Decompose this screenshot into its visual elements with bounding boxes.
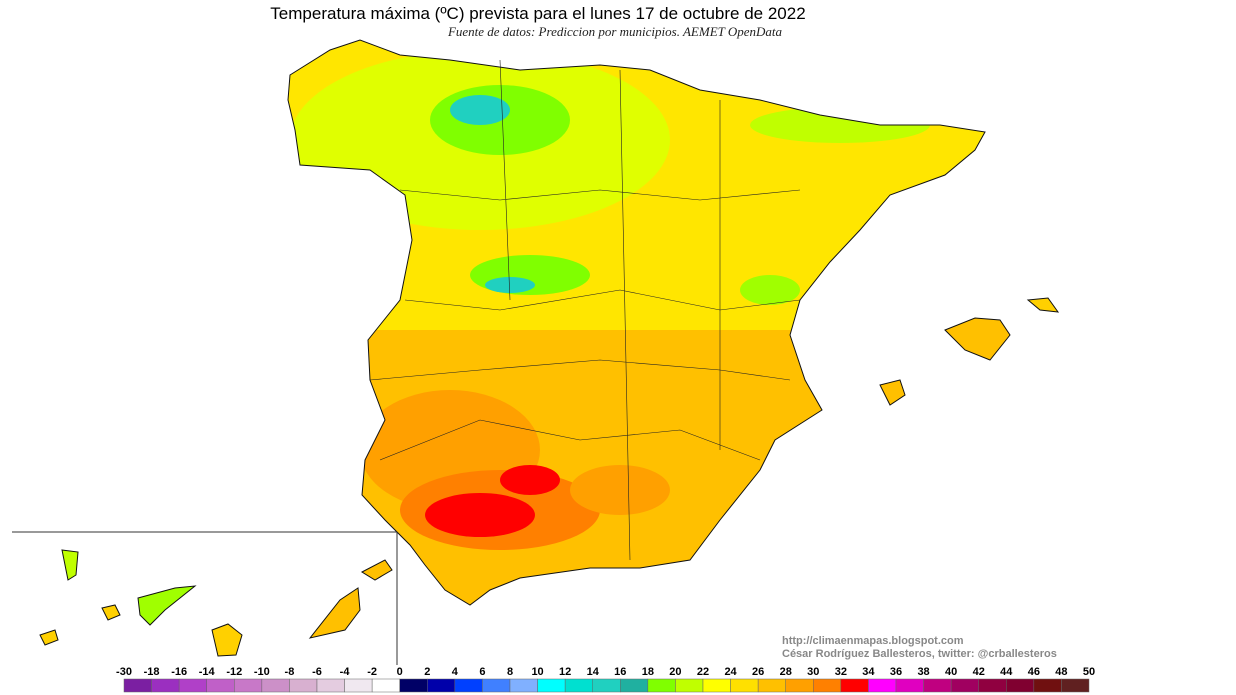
- legend-tick-label: 8: [507, 666, 513, 678]
- legend-swatch: [895, 678, 924, 693]
- legend-tick-label: 28: [780, 666, 792, 678]
- credit-url: http://climaenmapas.blogspot.com: [782, 635, 964, 647]
- legend-swatch: [1033, 678, 1062, 693]
- legend-swatch: [785, 678, 814, 693]
- legend-swatch: [647, 678, 676, 693]
- legend-swatch: [261, 678, 290, 693]
- legend-tick-label: 26: [752, 666, 764, 678]
- legend-tick-label: 30: [807, 666, 819, 678]
- legend-tick-label: 16: [614, 666, 626, 678]
- color-legend: -30 -18 -16 -14 -12 -10 -8 -6 -4 -2 0 2 4 6 8 10 12 14 16 1…: [116, 666, 1095, 693]
- legend-swatch: [537, 678, 566, 693]
- legend-swatch: [675, 678, 704, 693]
- legend-tick-label: -10: [254, 666, 270, 678]
- legend-tick-label: -6: [312, 666, 322, 678]
- legend-swatch: [371, 678, 400, 693]
- legend-tick-label: 36: [890, 666, 902, 678]
- legend-swatch: [702, 678, 731, 693]
- legend-tick-label: -8: [285, 666, 295, 678]
- legend-swatch: [399, 678, 428, 693]
- canary-inset: [12, 531, 398, 665]
- legend-swatch: [289, 678, 318, 693]
- legend-tick-label: 20: [669, 666, 681, 678]
- legend-swatch: [316, 678, 345, 693]
- legend-swatch: [178, 678, 207, 693]
- legend-tick-label: 38: [917, 666, 929, 678]
- legend-swatch: [123, 678, 152, 693]
- legend-swatch: [427, 678, 456, 693]
- legend-tick-label: -30: [116, 666, 132, 678]
- legend-tick-label: 0: [397, 666, 403, 678]
- legend-tick-label: 14: [587, 666, 600, 678]
- legend-swatch: [757, 678, 786, 693]
- legend-tick-label: 22: [697, 666, 709, 678]
- legend-tick-label: -4: [340, 666, 351, 678]
- legend-swatch: [950, 678, 979, 693]
- legend-tick-label: 10: [531, 666, 543, 678]
- legend-tick-label: 32: [835, 666, 847, 678]
- legend-tick-label: 4: [452, 666, 459, 678]
- legend-swatch: [344, 678, 373, 693]
- legend-swatch: [730, 678, 759, 693]
- legend-swatch: [454, 678, 483, 693]
- legend-swatch: [923, 678, 952, 693]
- legend-tick-label: -12: [226, 666, 242, 678]
- legend-swatch: [592, 678, 621, 693]
- legend-tick-label: -16: [171, 666, 187, 678]
- legend-swatch: [1061, 678, 1090, 693]
- legend-tick-label: -14: [199, 666, 216, 678]
- legend-swatch: [840, 678, 869, 693]
- legend-swatch: [1006, 678, 1035, 693]
- legend-tick-label: 44: [1000, 666, 1013, 678]
- legend-tick-label: 46: [1028, 666, 1040, 678]
- legend-tick-label: 24: [724, 666, 737, 678]
- map-title: Temperatura máxima (ºC) prevista para el…: [270, 4, 805, 23]
- legend-tick-label: 42: [973, 666, 985, 678]
- legend-tick-label: 18: [642, 666, 654, 678]
- legend-swatch: [564, 678, 593, 693]
- legend-swatch: [234, 678, 263, 693]
- legend-swatch: [509, 678, 538, 693]
- legend-tick-label: 40: [945, 666, 957, 678]
- credit-author: César Rodríguez Ballesteros, twitter: @c…: [782, 648, 1057, 660]
- legend-swatch: [206, 678, 235, 693]
- legend-tick-label: 48: [1055, 666, 1067, 678]
- legend-tick-label: 34: [862, 666, 875, 678]
- legend-tick-label: 12: [559, 666, 571, 678]
- legend-tick-label: 6: [479, 666, 485, 678]
- legend-swatch: [151, 678, 180, 693]
- legend-swatch: [978, 678, 1007, 693]
- legend-swatch: [868, 678, 897, 693]
- legend-tick-label: -18: [144, 666, 160, 678]
- legend-tick-label: -2: [367, 666, 377, 678]
- legend-swatch: [482, 678, 511, 693]
- legend-tick-label: 50: [1083, 666, 1095, 678]
- legend-swatch: [620, 678, 649, 693]
- legend-tick-label: 2: [424, 666, 430, 678]
- legend-swatch: [813, 678, 842, 693]
- map-subtitle: Fuente de datos: Prediccion por municipi…: [447, 24, 783, 39]
